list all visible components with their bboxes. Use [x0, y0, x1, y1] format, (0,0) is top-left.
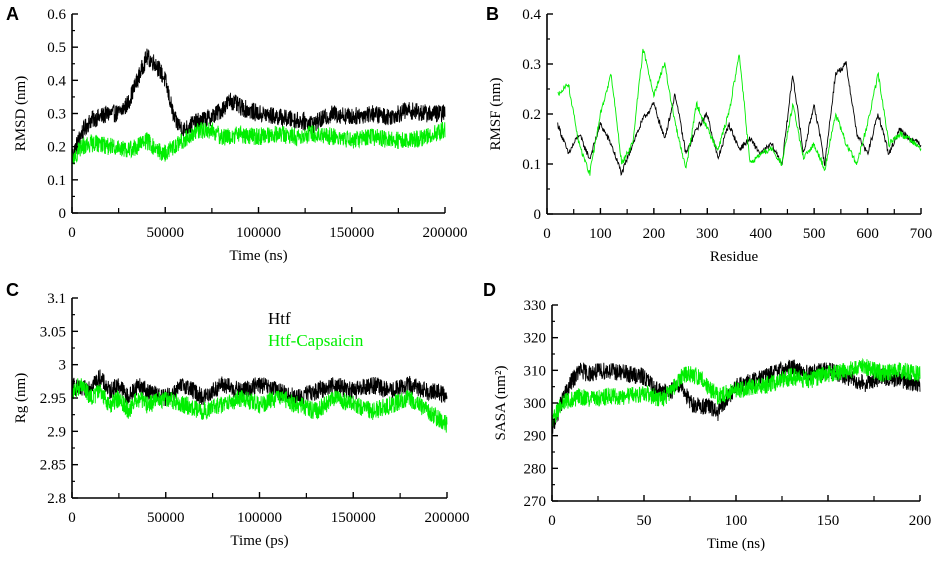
x-tick-label: 200000: [425, 510, 470, 526]
x-tick-label: 50: [637, 513, 652, 529]
y-axis-title: Rg (nm): [13, 373, 29, 423]
panel-letter: D: [483, 280, 496, 300]
y-tick-label: 310: [524, 363, 547, 379]
x-tick-label: 300: [696, 226, 719, 242]
panel-b-rmsf: B 0 0.1 0.2 0.3 0.4 0 100 200 300 400 500 600 700 Resi…: [486, 4, 932, 265]
series-line-htf-capsaicin: [71, 121, 446, 168]
x-tick-label: 200000: [423, 225, 468, 241]
x-tick-label: 0: [68, 225, 76, 241]
x-axis-title: Time (ps): [230, 533, 288, 549]
x-tick-label: 0: [548, 513, 556, 529]
panel-letter: A: [6, 4, 19, 24]
panel-letter: C: [6, 280, 19, 300]
y-tick-label: 0.2: [522, 107, 541, 123]
y-tick-label: 0.6: [47, 7, 66, 23]
panel-letter: B: [486, 4, 499, 24]
x-tick-label: 150: [817, 513, 840, 529]
y-tick-label: 0.5: [47, 40, 66, 56]
x-tick-label: 0: [543, 226, 551, 242]
series-line-htf-capsaicin: [557, 48, 922, 176]
x-tick-label: 100: [725, 513, 748, 529]
y-tick-label: 0.3: [47, 107, 66, 123]
y-tick-label: 2.95: [40, 391, 66, 407]
panel-c-rg: C 2.8 2.85 2.9 2.95 3 3.05 3.1 0 50000 100000 15000…: [6, 280, 470, 549]
x-axis-title: Time (ns): [707, 536, 765, 552]
legend: Htf Htf-Capsaicin: [268, 309, 364, 350]
x-tick-label: 500: [803, 226, 826, 242]
x-tick-label: 200: [643, 226, 666, 242]
x-axis-title: Residue: [710, 249, 759, 265]
panel-a-rmsd: A 0 0.1 0.2 0.3 0.4 0.5 0.6 0 50000 100000 150000 20…: [6, 4, 468, 264]
y-tick-label: 290: [524, 429, 547, 445]
x-tick-label: 150000: [329, 225, 374, 241]
y-axis-title: RMSF (nm): [488, 78, 504, 151]
x-tick-label: 0: [68, 510, 76, 526]
y-axis-title: SASA (nm²): [493, 366, 509, 441]
series-line-htf-capsaicin: [551, 357, 921, 427]
series-line-htf-capsaicin: [71, 378, 448, 433]
x-tick-label: 100000: [236, 225, 281, 241]
x-tick-label: 100: [589, 226, 612, 242]
series-line-htf: [71, 369, 448, 406]
y-tick-label: 3: [59, 358, 67, 374]
y-tick-label: 0.3: [522, 57, 541, 73]
series-line-htf: [71, 48, 446, 162]
y-tick-label: 2.85: [40, 458, 66, 474]
x-tick-label: 50000: [147, 510, 185, 526]
y-axis-title: RMSD (nm): [13, 76, 29, 151]
y-tick-label: 280: [524, 461, 547, 477]
x-tick-label: 400: [749, 226, 772, 242]
panel-d-sasa: D 270 280 290 300 310 320 330 0 50 100 150 200 Time (…: [483, 280, 931, 552]
y-tick-label: 330: [524, 298, 547, 314]
y-tick-label: 0: [534, 207, 542, 223]
x-tick-label: 100000: [237, 510, 282, 526]
y-tick-label: 270: [524, 494, 547, 510]
x-axis-title: Time (ns): [229, 248, 287, 264]
x-tick-label: 50000: [147, 225, 185, 241]
x-tick-label: 700: [910, 226, 933, 242]
y-tick-label: 2.8: [47, 491, 66, 507]
x-tick-label: 600: [856, 226, 879, 242]
y-tick-label: 3.1: [47, 291, 66, 307]
series-line-htf: [557, 61, 922, 176]
y-tick-label: 3.05: [40, 324, 66, 340]
y-tick-label: 0.4: [47, 73, 66, 89]
x-tick-label: 200: [909, 513, 932, 529]
x-tick-label: 150000: [331, 510, 376, 526]
y-tick-label: 0.1: [522, 157, 541, 173]
legend-htf-capsaicin: Htf-Capsaicin: [268, 331, 364, 350]
y-tick-label: 0.4: [522, 7, 541, 23]
y-tick-label: 320: [524, 331, 547, 347]
y-tick-label: 0.2: [47, 140, 66, 156]
y-tick-label: 2.9: [47, 424, 66, 440]
y-tick-label: 0: [59, 206, 67, 222]
y-tick-label: 300: [524, 396, 547, 412]
legend-htf: Htf: [268, 309, 291, 328]
y-tick-label: 0.1: [47, 173, 66, 189]
